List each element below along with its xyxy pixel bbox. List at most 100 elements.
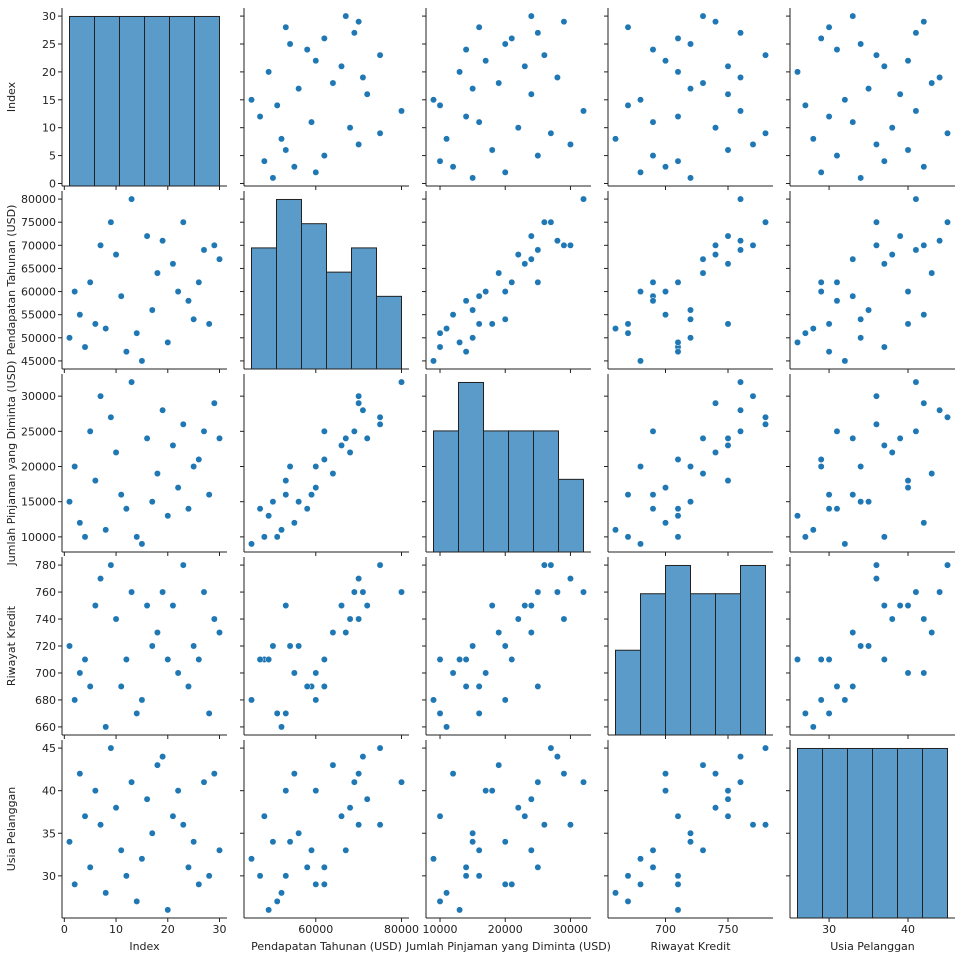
point [712,399,719,407]
point [462,872,470,880]
point [724,146,732,154]
subplot: 10000 15000 20000 25000 30000 [21,374,227,556]
point [97,575,104,583]
point [801,329,809,337]
point [248,96,255,104]
point [547,561,555,569]
point [833,278,841,286]
point [138,696,146,704]
point [290,770,298,778]
point [338,441,345,449]
point [724,795,732,803]
point [817,656,825,663]
point [857,40,865,48]
y-tick-label: 10000 [21,531,56,544]
point [912,107,920,115]
point [936,237,944,245]
point [674,456,682,463]
point [133,533,141,541]
point [66,334,73,342]
point [312,880,320,888]
point [749,392,757,400]
point [649,278,657,286]
point [282,146,290,154]
point [849,434,857,442]
point [122,505,130,513]
point [699,79,707,87]
point [674,812,682,820]
point [662,163,669,171]
point [350,427,358,435]
point [687,463,694,470]
point [508,656,516,663]
point [737,107,744,115]
point [86,863,94,871]
point [849,629,857,636]
point [312,669,320,677]
point [76,669,84,677]
point [363,795,371,803]
point [282,602,290,609]
point [303,863,311,871]
point [865,85,873,93]
point [849,255,857,263]
point [338,812,345,820]
point [320,683,328,690]
point [817,34,825,42]
y-tick-label: 45000 [21,355,56,368]
point [265,656,273,663]
hist-bar [558,478,585,553]
point [200,778,208,786]
point [269,498,277,506]
point [312,463,320,470]
point [857,642,865,650]
subplot: 60000 80000 [240,740,419,936]
point [122,348,130,356]
point [164,906,172,914]
y-tick-label: 760 [35,586,56,599]
point [508,34,516,42]
point [920,163,928,171]
subplot: 700 750 [604,740,773,936]
point [398,107,405,115]
y-tick-label: 680 [35,694,56,707]
point [508,278,516,286]
point [482,288,490,296]
point [662,288,669,296]
point [540,218,548,226]
point [200,427,208,435]
point [71,288,79,296]
point [825,348,833,356]
point [148,829,156,837]
point [567,140,574,148]
point [86,278,94,286]
point [205,872,213,880]
point [841,357,849,365]
point [712,770,719,778]
point [169,602,177,609]
point [514,124,522,132]
point [841,540,849,548]
point [514,615,522,623]
point [278,889,285,897]
point [449,311,457,319]
point [282,787,290,795]
point [265,512,273,520]
y-tick-label: 75000 [21,216,56,229]
point [475,118,483,126]
point [699,434,707,442]
point [159,753,167,761]
point [462,297,470,305]
point [436,157,444,165]
point [674,512,682,520]
point [320,427,328,435]
y-tick-label: 60000 [21,286,56,299]
point [185,505,192,513]
point [857,498,865,506]
point [462,113,470,120]
point [737,29,744,37]
point [342,12,350,20]
point [833,46,841,54]
subplot: 660 680 700 720 740 760 780 [35,557,227,739]
point [547,744,555,752]
